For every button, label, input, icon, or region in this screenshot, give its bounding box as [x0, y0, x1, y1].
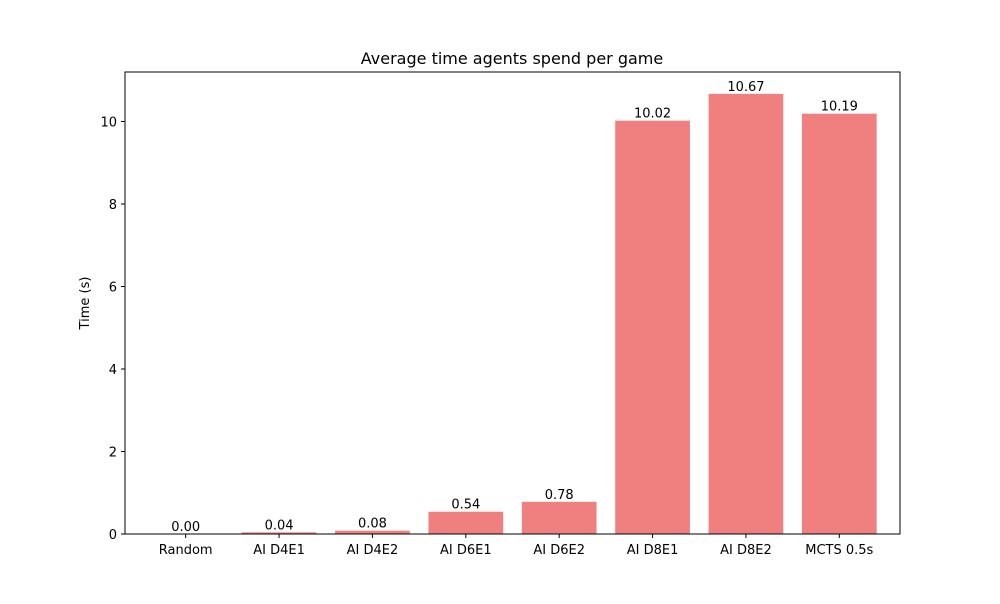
y-ticks-group: 0 2 4 6 8 10	[100, 116, 125, 543]
bar-5	[615, 120, 690, 535]
bar-7	[801, 113, 877, 534]
y-tick-label: 10	[100, 116, 117, 131]
bar-1	[241, 532, 317, 534]
y-axis-label: Time (s)	[78, 277, 93, 331]
y-tick-label: 8	[109, 198, 117, 213]
x-tick-label: AI D6E2	[533, 543, 585, 558]
x-tick-label: Random	[159, 543, 213, 558]
bar-value-label: 0.78	[545, 488, 574, 503]
x-tick-label: AI D4E1	[253, 543, 305, 558]
bar-2	[335, 530, 410, 534]
bar-value-label: 0.54	[451, 498, 480, 513]
x-tick-label: MCTS 0.5s	[805, 543, 873, 558]
bar-value-label: 10.19	[821, 100, 858, 115]
y-tick-label: 4	[109, 363, 117, 378]
x-ticks-group: Random AI D4E1 AI D4E2 AI D6E1 AI D6E2 AI D8E…	[159, 534, 874, 558]
bars-group	[241, 93, 877, 535]
bar-value-label: 10.02	[634, 107, 671, 122]
value-labels-group: 0.00 0.04 0.08 0.54 0.78 10.02 10.67 10.19	[171, 80, 858, 535]
x-tick-label: AI D8E2	[720, 543, 772, 558]
plot-frame	[124, 71, 901, 535]
bar-value-label: 0.00	[171, 520, 200, 535]
y-tick-label: 6	[109, 281, 117, 296]
chart-title: Average time agents spend per game	[361, 49, 663, 68]
x-tick-label: AI D6E1	[440, 543, 492, 558]
x-tick-label: AI D4E2	[347, 543, 399, 558]
bar-value-label: 0.04	[265, 518, 294, 533]
bar-3	[428, 511, 504, 534]
y-tick-label: 2	[109, 446, 117, 461]
x-tick-label: AI D8E1	[627, 543, 679, 558]
bar-6	[708, 93, 784, 535]
bar-value-label: 10.67	[727, 80, 764, 95]
y-tick-label: 0	[109, 528, 117, 543]
bar-4	[521, 501, 597, 534]
bar-value-label: 0.08	[358, 517, 387, 532]
